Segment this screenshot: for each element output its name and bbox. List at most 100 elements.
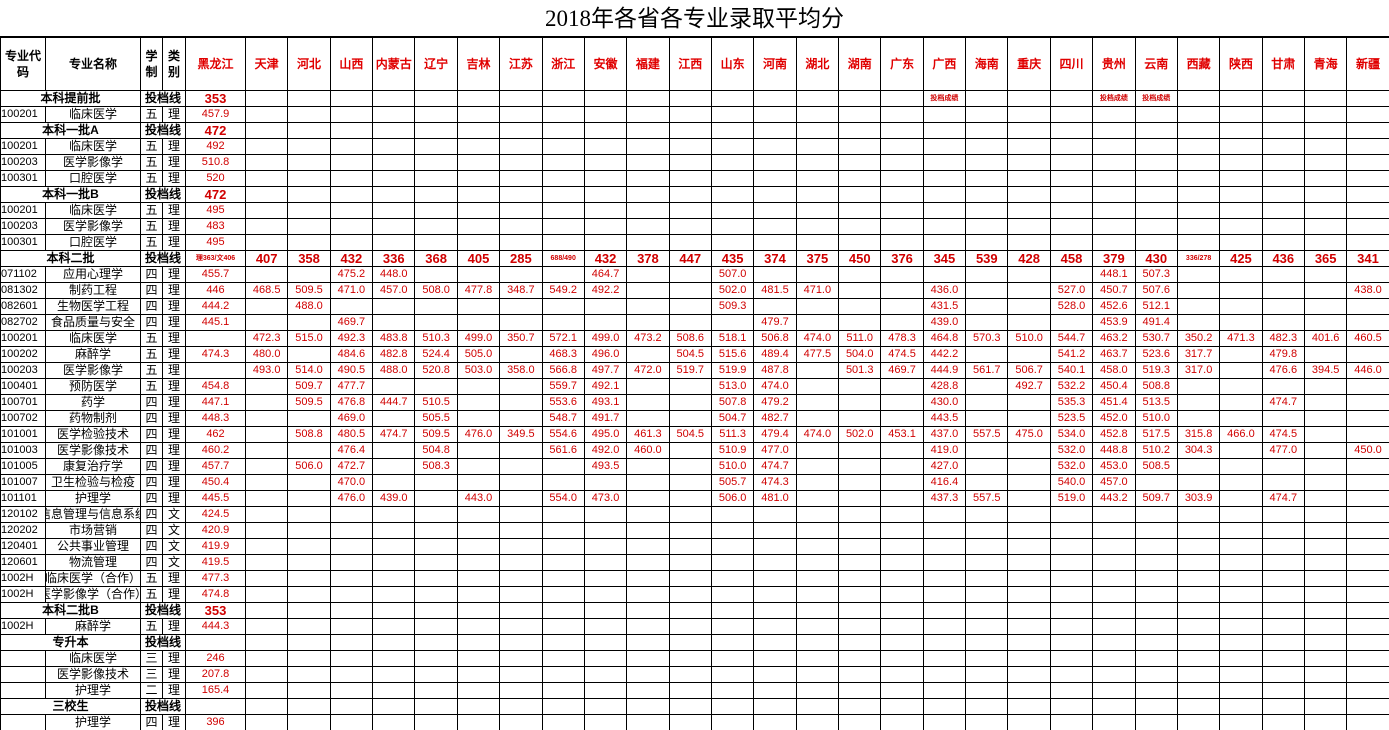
score-cell [626, 298, 670, 315]
score-cell [1303, 234, 1348, 251]
score-cell [838, 586, 882, 603]
score-cell [965, 266, 1009, 283]
score-cell: 504.5 [668, 426, 712, 443]
score-cell: 488.0 [287, 298, 331, 315]
score-cell: 523.6 [1134, 346, 1178, 363]
score-cell [329, 122, 374, 139]
score-cell [1176, 186, 1221, 203]
score-cell: 452.0 [1092, 410, 1136, 427]
subject-type: 文 [162, 506, 186, 523]
score-cell: 489.4 [753, 346, 797, 363]
score-cell: 501.3 [838, 362, 882, 379]
column-header: 天津 [244, 37, 289, 91]
score-cell: 510.9 [710, 442, 755, 459]
score-cell [1007, 122, 1051, 139]
study-years: 四 [140, 282, 163, 299]
score-cell [287, 442, 331, 459]
score-cell [1176, 122, 1221, 139]
score-cell [372, 138, 416, 155]
score-cell [1219, 618, 1263, 635]
score-cell [329, 618, 374, 635]
study-years: 四 [140, 458, 163, 475]
score-cell: 464.8 [922, 330, 967, 347]
major-name: 医学影像技术 [45, 442, 141, 459]
score-cell [880, 682, 924, 699]
score-cell [795, 106, 840, 123]
study-years: 四 [140, 442, 163, 459]
score-cell [583, 714, 628, 730]
score-cell [372, 298, 416, 315]
score-cell: 506.7 [1007, 362, 1051, 379]
score-cell: 507.3 [1134, 266, 1178, 283]
score-cell [244, 314, 289, 331]
score-cell [1134, 506, 1178, 523]
score-cell: 477.0 [1261, 442, 1305, 459]
score-cell [372, 586, 416, 603]
score-cell [1219, 186, 1263, 203]
score-cell [499, 346, 543, 363]
score-cell: 519.9 [710, 362, 755, 379]
score-cell: 445.5 [185, 490, 246, 507]
score-cell [1092, 650, 1136, 667]
score-cell [1303, 378, 1348, 395]
score-cell [626, 266, 670, 283]
score-cell: 495 [185, 202, 246, 219]
score-cell [244, 154, 289, 171]
score-cell [456, 90, 501, 107]
score-cell [795, 634, 840, 651]
score-cell: 508.8 [1134, 378, 1178, 395]
score-cell [1219, 90, 1263, 107]
table-row: 100301 口腔医学五理 495 [0, 234, 1389, 251]
score-cell [880, 282, 924, 299]
score-cell: 165.4 [185, 682, 246, 699]
score-cell [753, 106, 797, 123]
column-header: 专业名称 [45, 37, 141, 91]
score-cell [1049, 138, 1094, 155]
major-code: 100701 [0, 394, 46, 411]
score-cell [372, 698, 416, 715]
batch-name: 专升本 [0, 634, 141, 651]
major-name: 卫生检验与检疫 [45, 474, 141, 491]
score-cell: 505.5 [414, 410, 458, 427]
score-cell [965, 538, 1009, 555]
table-row: 101007 卫生检验与检疫四理 450.4 470.0 505.7 474.3 416.4… [0, 474, 1389, 491]
score-cell [1303, 666, 1348, 683]
table-row: 本科提前批 投档线 353 投档成绩 投档成绩 投档成绩 [0, 90, 1389, 107]
score-cell [1261, 234, 1305, 251]
score-table: 专业代码 专业名称 学制 类别 黑龙江 天津 河北 山西 内蒙古 辽宁 吉林 江苏 浙江 安徽 福建 江西 山东… [0, 37, 1389, 730]
score-cell: 508.3 [414, 458, 458, 475]
score-cell: 341 [1346, 250, 1389, 267]
score-cell [1134, 554, 1178, 571]
score-cell [838, 538, 882, 555]
score-cell: 投档成绩 [1092, 90, 1136, 107]
score-cell [287, 474, 331, 491]
score-cell [795, 666, 840, 683]
score-cell [1346, 410, 1389, 427]
major-name: 预防医学 [45, 378, 141, 395]
score-cell [1303, 554, 1348, 571]
score-cell [583, 170, 628, 187]
score-cell [922, 106, 967, 123]
score-cell [244, 378, 289, 395]
score-cell [414, 154, 458, 171]
score-cell [499, 442, 543, 459]
score-cell [456, 234, 501, 251]
score-cell [1219, 394, 1263, 411]
score-cell [1303, 538, 1348, 555]
score-cell [922, 586, 967, 603]
score-cell [1219, 490, 1263, 507]
score-cell [626, 282, 670, 299]
subject-type: 理 [162, 314, 186, 331]
score-cell [1219, 714, 1263, 730]
score-cell [922, 538, 967, 555]
score-cell [541, 186, 585, 203]
score-cell [185, 634, 246, 651]
score-cell [372, 122, 416, 139]
score-cell [668, 474, 712, 491]
score-cell [1346, 378, 1389, 395]
major-name: 药学 [45, 394, 141, 411]
score-cell [414, 634, 458, 651]
score-cell [922, 170, 967, 187]
score-cell: 285 [499, 250, 543, 267]
major-name: 护理学 [45, 682, 141, 699]
